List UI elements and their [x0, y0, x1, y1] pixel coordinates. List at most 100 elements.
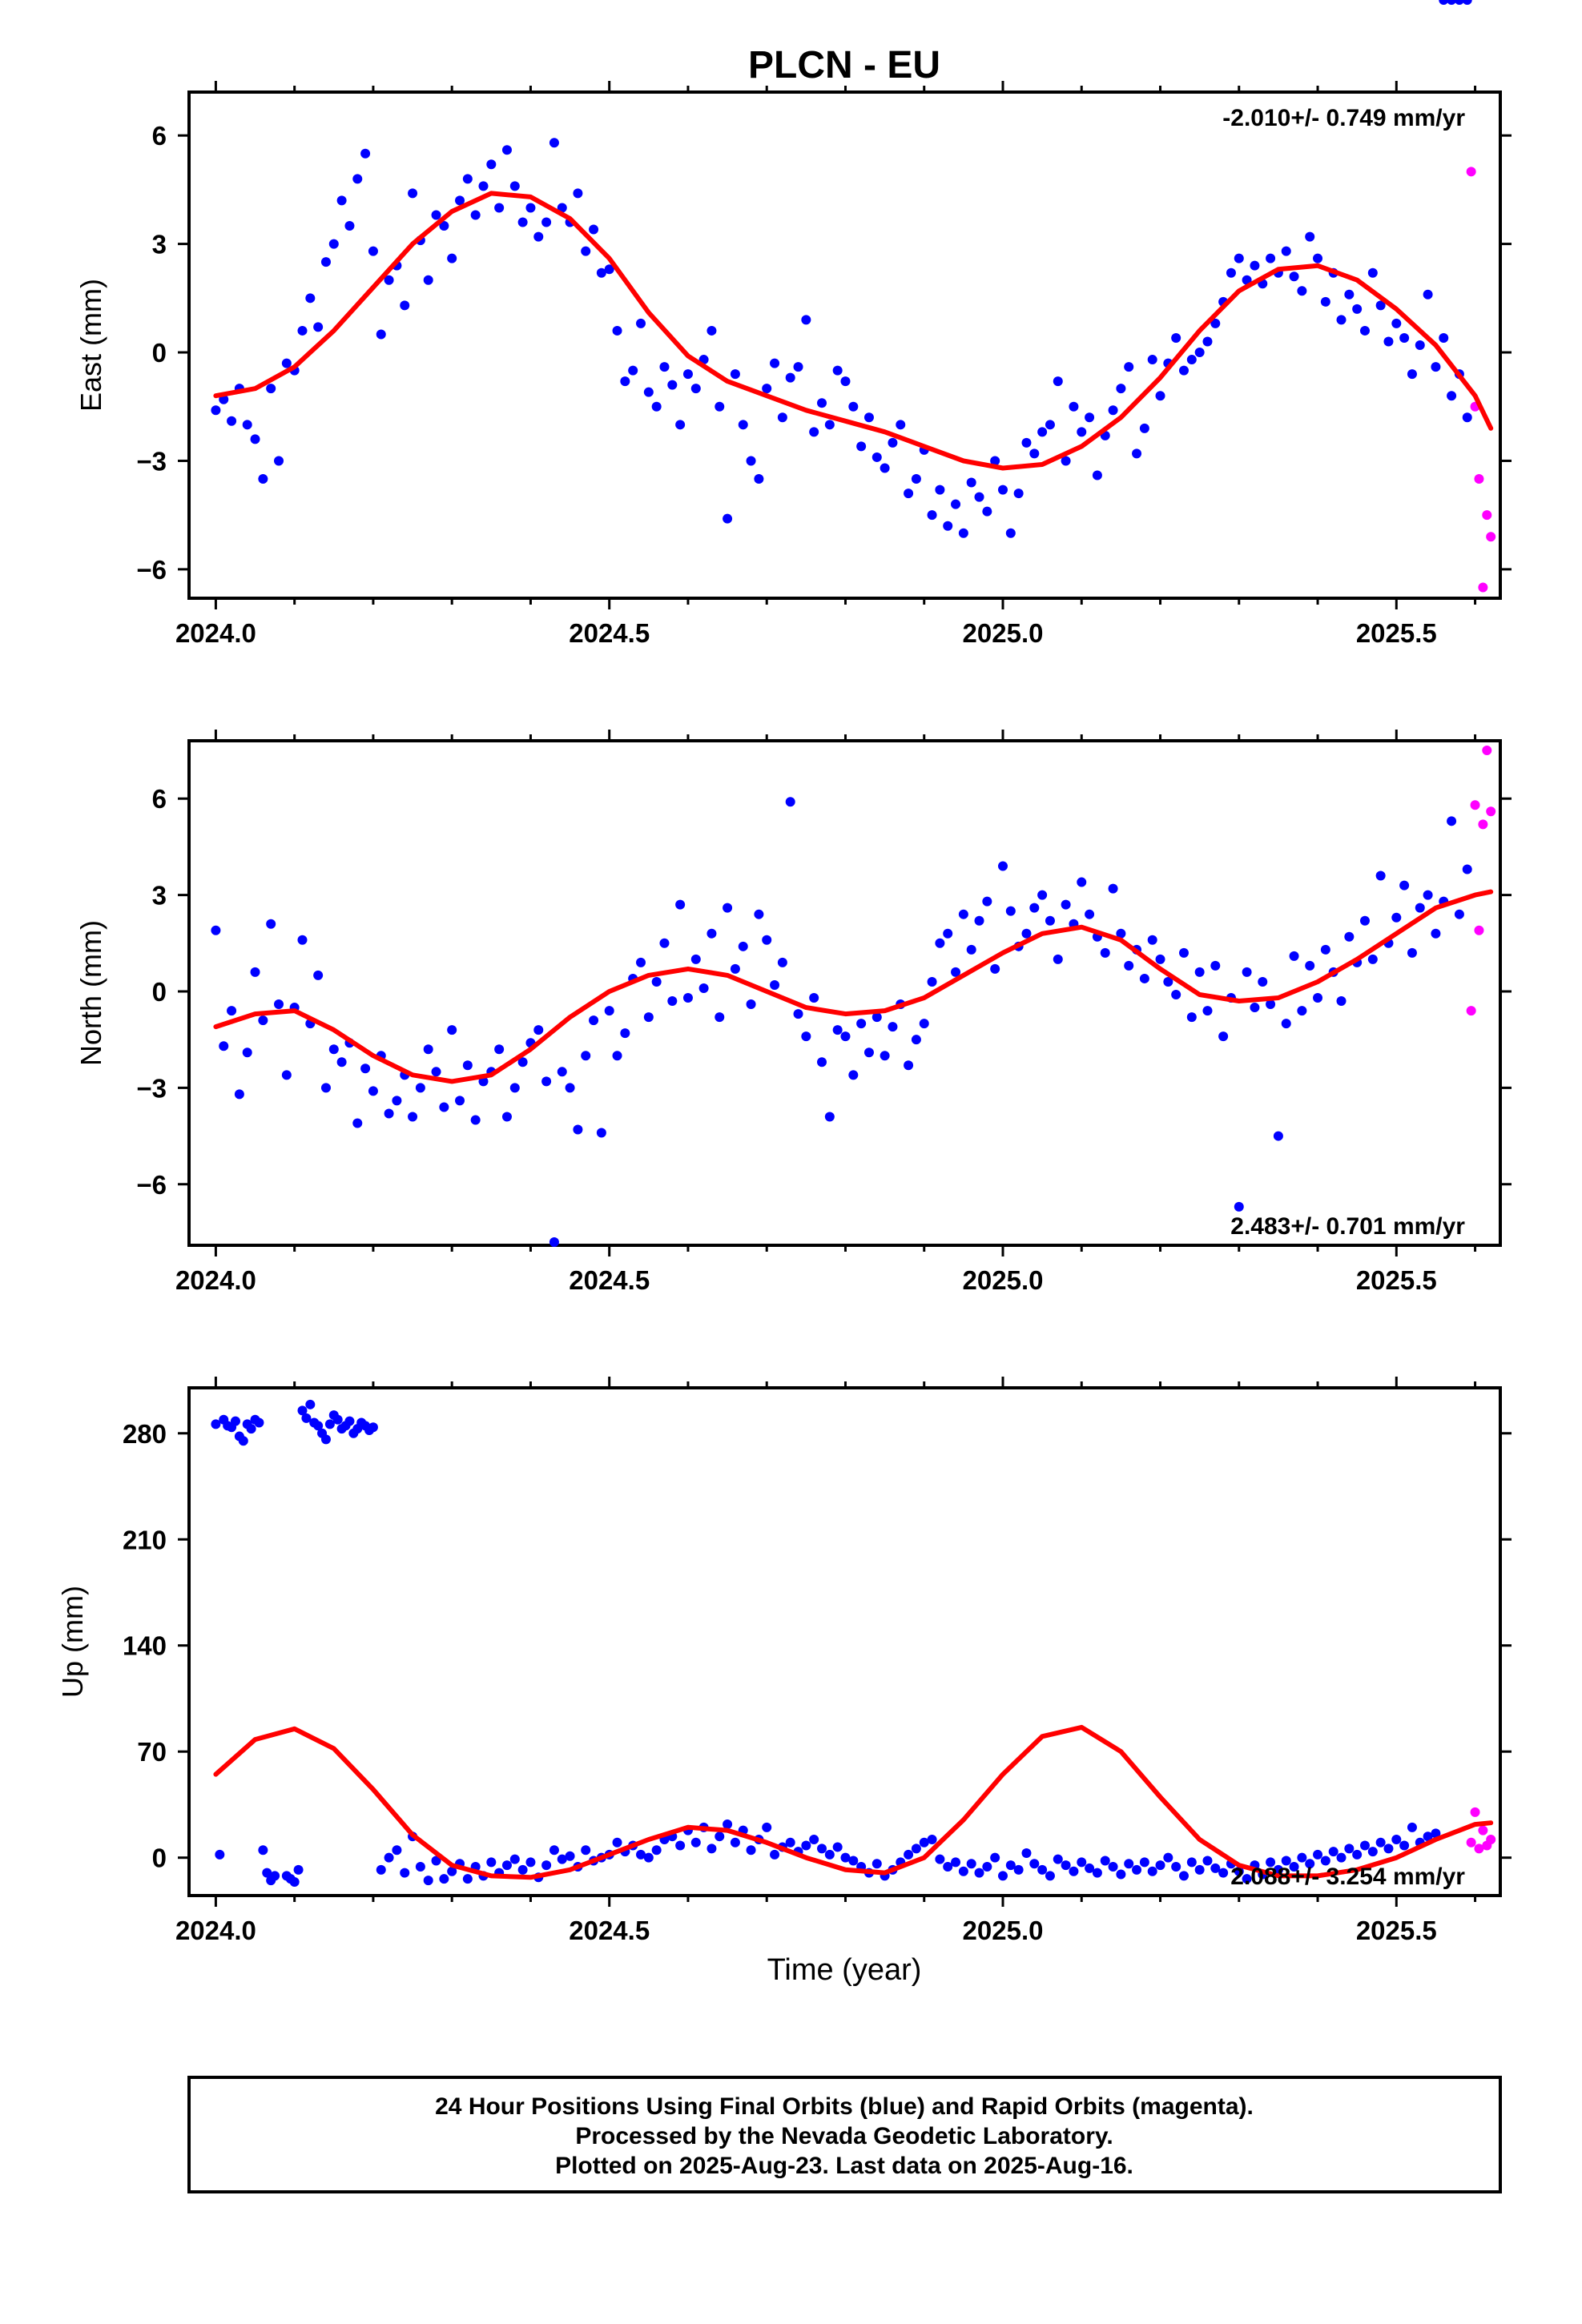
up-rate-label: 2.088+/- 3.254 mm/yr	[1230, 1864, 1465, 1890]
up-point-final	[384, 1852, 394, 1863]
east-point-final	[1053, 376, 1063, 387]
up-point-final	[297, 1405, 308, 1416]
east-point-final	[848, 401, 859, 412]
north-plot-frame	[187, 739, 1502, 1247]
up-point-final	[1344, 1844, 1355, 1854]
north-point-final	[517, 1057, 528, 1068]
north-point-final	[1320, 944, 1330, 955]
north-point-final	[1258, 976, 1268, 987]
north-point-final	[1242, 967, 1252, 977]
east-y-tick-label: 6	[152, 121, 167, 151]
east-point-final	[1061, 456, 1071, 466]
up-point-final	[832, 1842, 843, 1852]
north-point-final	[219, 1041, 229, 1051]
east-point-final	[596, 267, 606, 278]
north-point-final	[770, 979, 780, 990]
north-y-tick-label: 6	[152, 784, 167, 814]
east-point-final	[258, 474, 268, 485]
up-point-final	[1407, 1822, 1417, 1832]
east-point-final	[320, 257, 331, 267]
east-point-final	[1431, 362, 1441, 372]
north-point-final	[723, 903, 733, 913]
up-point-final	[770, 1849, 780, 1860]
up-panel: 2024.0 2024.5 2025.0 2025.5 0 70 140 210 280 Up (…	[56, 0, 1512, 1945]
north-point-final	[1266, 999, 1276, 1010]
north-point-final	[777, 957, 787, 967]
up-point-final	[1124, 1859, 1134, 1869]
north-point-final	[541, 1076, 552, 1087]
north-point-final	[1281, 1019, 1291, 1029]
north-point-final	[1029, 903, 1040, 913]
up-point-final	[801, 1840, 811, 1851]
up-point-final	[344, 1416, 355, 1426]
up-point-final	[376, 1864, 386, 1875]
east-point-final	[990, 456, 1000, 466]
north-point-final	[1124, 960, 1134, 971]
up-point-final	[525, 1857, 536, 1868]
east-point-final	[974, 492, 984, 502]
north-point-final	[1423, 890, 1433, 900]
north-x-tick-label: 2024.0	[175, 1265, 256, 1295]
east-point-final	[746, 456, 756, 466]
north-point-final	[1431, 928, 1441, 939]
north-point-final	[1178, 947, 1189, 958]
up-point-final	[324, 1419, 335, 1429]
north-point-final	[1305, 960, 1315, 971]
east-point-final	[1415, 340, 1425, 350]
north-point-final	[1021, 928, 1032, 939]
up-point-final	[509, 1854, 520, 1864]
north-point-final	[1415, 903, 1425, 913]
up-point-final	[966, 1859, 976, 1869]
north-point-final	[698, 983, 709, 993]
east-point-final	[1085, 412, 1095, 423]
up-point-final	[415, 1862, 425, 1872]
east-point-final	[1336, 315, 1347, 325]
footer-line-1: 24 Hour Positions Using Final Orbits (bl…	[435, 2093, 1254, 2120]
east-point-final	[1281, 246, 1291, 256]
east-point-final	[274, 456, 284, 466]
east-point-final	[297, 325, 308, 336]
north-point-final	[384, 1108, 394, 1119]
north-point-final	[274, 999, 284, 1010]
north-point-final	[242, 1047, 252, 1058]
north-point-rapid	[1478, 819, 1488, 830]
up-point-final	[1328, 1847, 1338, 1857]
up-point-final	[1005, 1860, 1016, 1871]
up-point-final	[1186, 1857, 1197, 1868]
north-point-final	[455, 1096, 465, 1106]
up-point-final	[1053, 1854, 1063, 1864]
east-point-final	[408, 188, 418, 199]
north-point-final	[951, 967, 961, 977]
up-point-final	[1359, 1840, 1370, 1851]
up-point-final	[974, 1868, 984, 1878]
east-point-rapid	[1478, 582, 1488, 593]
up-x-tick-label: 2024.5	[569, 1916, 650, 1945]
up-point-final	[368, 1422, 378, 1433]
north-point-final	[549, 1236, 559, 1247]
up-point-final	[215, 1849, 225, 1860]
north-point-final	[974, 915, 984, 926]
up-point-final	[258, 1845, 268, 1856]
up-point-final	[746, 1845, 756, 1856]
east-point-final	[620, 376, 630, 387]
east-point-final	[589, 224, 599, 235]
east-point-final	[1202, 336, 1213, 347]
north-point-final	[1375, 870, 1386, 881]
up-point-final	[1045, 1871, 1055, 1881]
east-point-final	[400, 300, 410, 311]
north-point-final	[667, 996, 678, 1007]
footer-box: 24 Hour Positions Using Final Orbits (bl…	[187, 2076, 1502, 2193]
north-point-final	[612, 1051, 622, 1061]
east-point-final	[1013, 489, 1024, 499]
east-point-final	[785, 372, 795, 383]
up-point-final	[1454, 0, 1464, 5]
east-point-final	[1391, 318, 1402, 328]
up-point-final	[1100, 1856, 1110, 1866]
east-point-final	[1399, 332, 1410, 343]
east-point-final	[770, 358, 780, 368]
north-point-final	[360, 1063, 371, 1074]
up-point-final	[690, 1837, 701, 1848]
north-point-final	[1077, 877, 1087, 887]
east-point-final	[211, 405, 221, 416]
north-point-final	[392, 1096, 402, 1106]
